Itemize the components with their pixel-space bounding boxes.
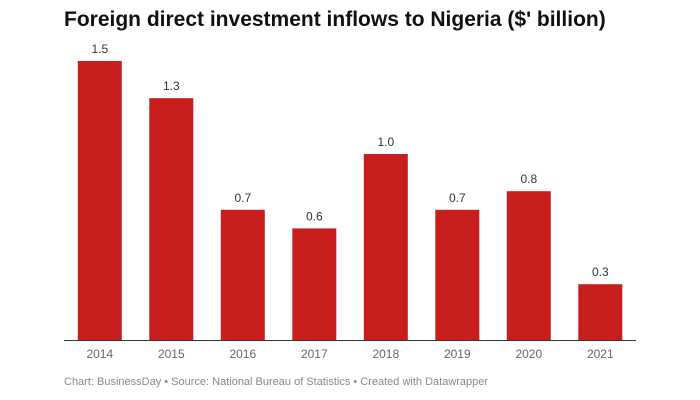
x-tick-2017: 2017 xyxy=(301,347,328,361)
bar-2019 xyxy=(435,209,480,340)
value-label-2015: 1.3 xyxy=(163,79,180,93)
x-tick-2015: 2015 xyxy=(158,347,185,361)
value-label-2020: 0.8 xyxy=(520,172,537,186)
value-label-2019: 0.7 xyxy=(449,191,466,205)
value-label-2021: 0.3 xyxy=(592,265,609,279)
x-tick-2014: 2014 xyxy=(86,347,113,361)
x-tick-2021: 2021 xyxy=(587,347,614,361)
x-tick-2018: 2018 xyxy=(372,347,399,361)
bar-2016 xyxy=(220,209,265,340)
bars-group xyxy=(77,61,623,340)
x-tick-2019: 2019 xyxy=(444,347,471,361)
value-label-2018: 1.0 xyxy=(377,135,394,149)
x-tick-2016: 2016 xyxy=(229,347,256,361)
value-label-2016: 0.7 xyxy=(234,191,251,205)
chart-footer: Chart: BusinessDay • Source: National Bu… xyxy=(64,376,489,388)
bar-2014 xyxy=(77,61,122,340)
x-tick-labels-group: 2014 2015 2016 2017 2018 2019 2020 2021 xyxy=(86,347,614,361)
bar-2018 xyxy=(363,154,408,340)
value-labels-group: 1.5 1.3 0.7 0.6 1.0 0.7 0.8 0.3 xyxy=(91,42,609,279)
bar-2017 xyxy=(292,228,337,340)
value-label-2017: 0.6 xyxy=(306,209,323,223)
bar-2015 xyxy=(149,98,194,340)
value-label-2014: 1.5 xyxy=(91,42,108,56)
chart-title: Foreign direct investment inflows to Nig… xyxy=(64,8,606,31)
bar-2021 xyxy=(578,284,623,340)
bar-2020 xyxy=(506,191,551,340)
x-tick-2020: 2020 xyxy=(515,347,542,361)
